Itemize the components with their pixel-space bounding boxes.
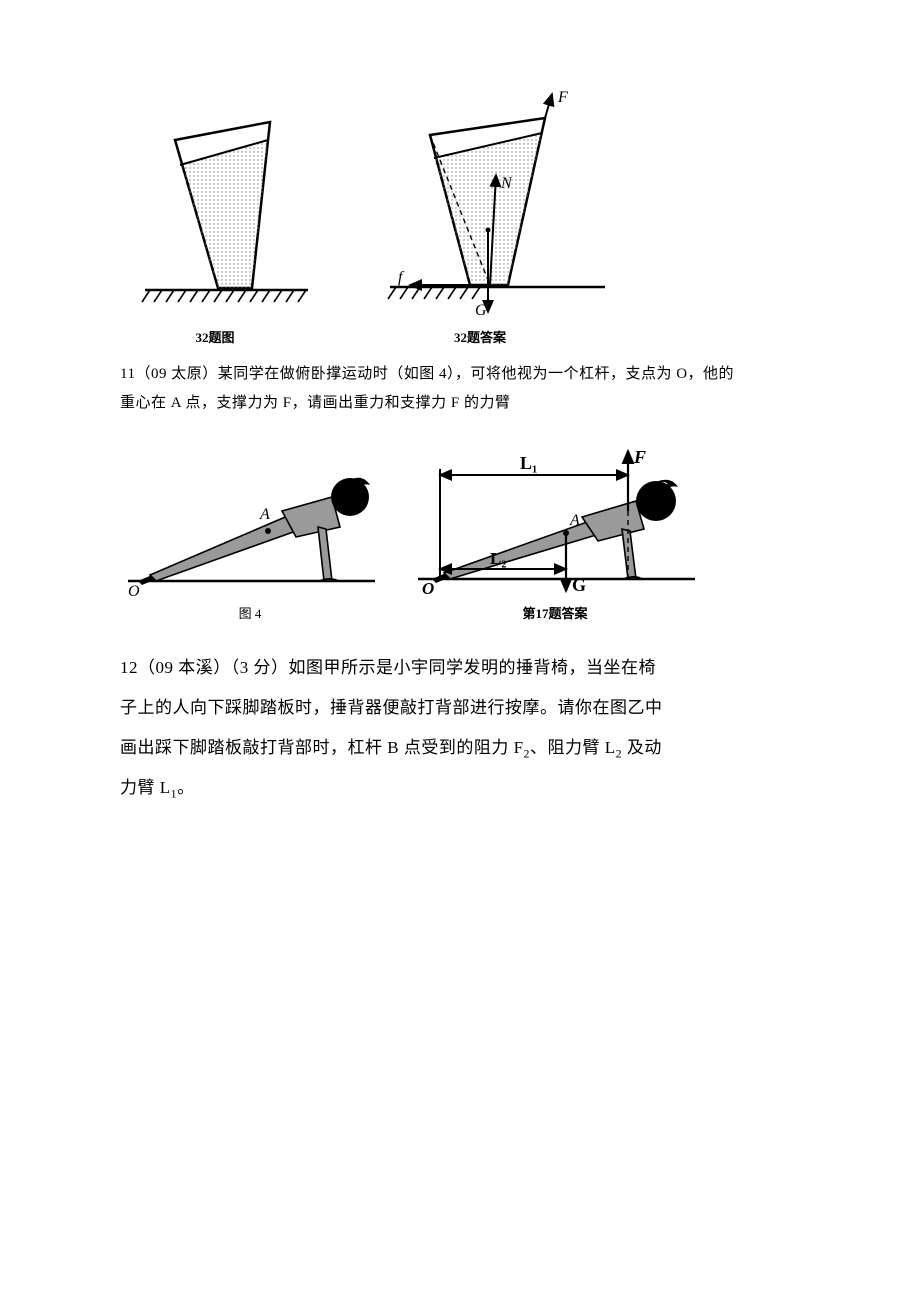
q12-l3-b: 、阻力臂 L — [530, 738, 616, 757]
q12-l3-a: 画出踩下脚踏板敲打背部时，杠杆 B 点受到的阻力 F — [120, 738, 524, 757]
figure-32-answer: F N f G 32题答案 — [350, 90, 610, 346]
q11-line2: 重心在 A 点，支撑力为 F，请画出重力和支撑力 F 的力臂 — [120, 389, 810, 418]
q12-l4-a: 力臂 L — [120, 778, 171, 797]
svg-pushup-a: A O L₁ F L₂ G — [410, 431, 700, 596]
figure-row-32: 32题图 — [120, 90, 810, 346]
figure-pushup-answer: A O L₁ F L₂ G 第17题答案 — [410, 431, 700, 622]
label-O-q: O — [128, 583, 140, 596]
caption-pushup-a: 第17题答案 — [410, 603, 700, 622]
question-12: 12（09 本溪）（3 分）如图甲所示是小宇同学发明的捶背椅，当坐在椅 子上的人… — [120, 648, 810, 809]
q12-l4-b: 。 — [177, 778, 195, 797]
svg-32-question — [120, 110, 310, 320]
label-A-q: A — [259, 506, 270, 523]
label-F-a: F — [633, 447, 646, 467]
caption-32-answer: 32题答案 — [350, 327, 610, 346]
svg-pushup-q: A O — [120, 441, 380, 596]
caption-pushup-q: 图 4 — [120, 603, 380, 622]
label-L1: L₁ — [520, 453, 537, 473]
q12-l3-c: 及动 — [622, 738, 662, 757]
label-G: G — [475, 302, 487, 319]
label-A-a: A — [569, 512, 580, 529]
svg-32-answer: F N f G — [350, 90, 610, 320]
figure-32-question: 32题图 — [120, 110, 310, 346]
q11-line1: 11（09 太原）某同学在做俯卧撑运动时（如图 4），可将他视为一个杠杆，支点为… — [120, 360, 810, 389]
q12-line1: 12（09 本溪）（3 分）如图甲所示是小宇同学发明的捶背椅，当坐在椅 — [120, 648, 810, 688]
figure-row-pushup: A O 图 4 — [120, 431, 810, 622]
q12-line4: 力臂 L1。 — [120, 768, 810, 808]
label-L2: L₂ — [490, 549, 506, 568]
question-11: 11（09 太原）某同学在做俯卧撑运动时（如图 4），可将他视为一个杠杆，支点为… — [120, 360, 810, 417]
label-N: N — [500, 175, 513, 192]
label-F: F — [557, 90, 568, 106]
q12-line2: 子上的人向下踩脚踏板时，捶背器便敲打背部进行按摩。请你在图乙中 — [120, 688, 810, 728]
caption-32-question: 32题图 — [120, 327, 310, 346]
label-f: f — [398, 269, 405, 286]
label-G-a: G — [572, 575, 586, 595]
q12-line3: 画出踩下脚踏板敲打背部时，杠杆 B 点受到的阻力 F2、阻力臂 L2 及动 — [120, 728, 810, 768]
figure-pushup-question: A O 图 4 — [120, 441, 380, 622]
label-O-a: O — [422, 579, 434, 596]
